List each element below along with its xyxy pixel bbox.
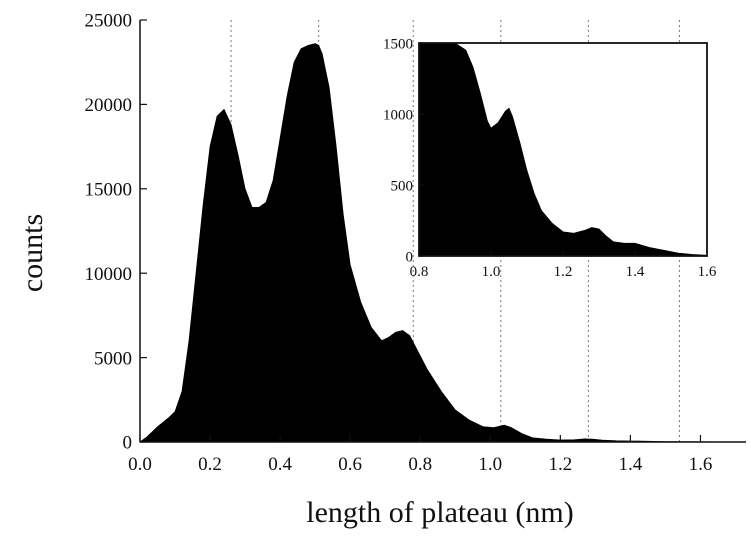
main-area	[138, 43, 746, 443]
main-x-tick-label: 1.6	[689, 454, 713, 475]
inset-x-tick-label: 1.6	[698, 264, 717, 280]
x-axis-title: length of plateau (nm)	[306, 496, 573, 529]
inset-y-tick-label: 0	[406, 249, 414, 265]
main-x-tick-label: 1.0	[478, 454, 502, 475]
main-y-tick-label: 25000	[85, 11, 133, 32]
inset-x-tick-label: 1.0	[482, 264, 501, 280]
inset-chart: 0 500 1000 1500 0.8 1.0 1.2 1.4 1.6	[383, 36, 717, 280]
y-axis-title: counts	[16, 214, 49, 292]
main-y-tick-label: 15000	[85, 179, 133, 200]
inset-y-tick-label: 500	[391, 178, 414, 194]
inset-y-tick-label: 1000	[383, 107, 413, 123]
main-x-tick-label: 0.2	[198, 454, 222, 475]
main-x-tick-label: 0.6	[338, 454, 362, 475]
main-x-tick-label: 0.8	[408, 454, 432, 475]
main-x-tick-label: 0.4	[268, 454, 292, 475]
inset-x-tick-label: 1.2	[554, 264, 573, 280]
main-x-tick-label: 0.0	[128, 454, 152, 475]
main-x-tick-label: 1.4	[619, 454, 643, 475]
inset-y-tick-label: 1500	[383, 36, 413, 52]
inset-x-tick-label: 1.4	[626, 264, 645, 280]
inset-area	[418, 42, 708, 257]
inset-x-tick-label: 0.8	[410, 264, 429, 280]
main-y-tick-label: 10000	[85, 264, 133, 285]
main-x-tick-label: 1.2	[548, 454, 572, 475]
main-y-tick-label: 5000	[94, 348, 132, 369]
main-y-tick-label: 20000	[85, 95, 133, 116]
main-y-tick-label: 0	[123, 433, 133, 454]
